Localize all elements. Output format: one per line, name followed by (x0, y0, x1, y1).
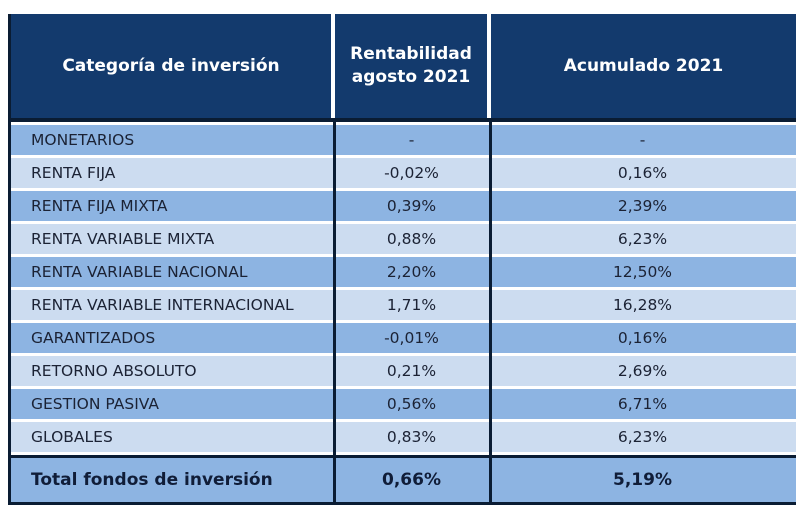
table-row: RENTA VARIABLE NACIONAL 2,20% 12,50% (11, 257, 796, 287)
category-cell: RENTA VARIABLE MIXTA (31, 230, 215, 248)
accumulated-cell: 2,69% (617, 362, 668, 380)
category-cell: GARANTIZADOS (31, 329, 156, 347)
category-cell: RENTA FIJA (31, 164, 116, 182)
category-cell: RETORNO ABSOLUTO (31, 362, 197, 380)
monthly-return-cell: 0,21% (386, 362, 437, 380)
total-row: Total fondos de inversión 0,66% 5,19% (11, 455, 796, 505)
monthly-return-cell: - (408, 131, 415, 149)
category-cell: GLOBALES (31, 428, 113, 446)
table-row: GESTION PASIVA 0,56% 6,71% (11, 389, 796, 419)
accumulated-cell: 16,28% (612, 296, 673, 314)
monthly-return-cell: 1,71% (386, 296, 437, 314)
table-row: MONETARIOS - - (11, 125, 796, 155)
monthly-return-cell: 0,39% (386, 197, 437, 215)
table-row: GARANTIZADOS -0,01% 0,16% (11, 323, 796, 353)
category-cell: RENTA VARIABLE NACIONAL (31, 263, 248, 281)
monthly-return-cell: 0,56% (386, 395, 437, 413)
monthly-return-cell: -0,01% (384, 329, 439, 347)
table-row: RENTA VARIABLE MIXTA 0,88% 6,23% (11, 224, 796, 254)
accumulated-cell: 12,50% (612, 263, 673, 281)
total-label: Total fondos de inversión (31, 470, 273, 490)
category-cell: GESTION PASIVA (31, 395, 159, 413)
header-divider (11, 118, 796, 122)
column-divider (333, 122, 336, 505)
accumulated-cell: 6,23% (617, 230, 668, 248)
accumulated-cell: 2,39% (617, 197, 668, 215)
table-row: RENTA FIJA -0,02% 0,16% (11, 158, 796, 188)
accumulated-cell: 0,16% (617, 164, 668, 182)
accumulated-cell: 6,23% (617, 428, 668, 446)
monthly-return-cell: 2,20% (386, 263, 437, 281)
category-cell: RENTA FIJA MIXTA (31, 197, 168, 215)
accumulated-cell: - (639, 131, 646, 149)
investment-returns-table: Categoría de inversión Rentabilidad agos… (8, 14, 796, 505)
table-row: RENTA VARIABLE INTERNACIONAL 1,71% 16,28… (11, 290, 796, 320)
table-row: RENTA FIJA MIXTA 0,39% 2,39% (11, 191, 796, 221)
table-body: MONETARIOS - - RENTA FIJA -0,02% 0,16% R… (11, 122, 796, 452)
table-body-area: MONETARIOS - - RENTA FIJA -0,02% 0,16% R… (11, 122, 796, 505)
accumulated-cell: 6,71% (617, 395, 668, 413)
header-gap (331, 14, 335, 118)
column-header-monthly-return: Rentabilidad agosto 2021 (335, 14, 487, 118)
category-cell: MONETARIOS (31, 131, 135, 149)
header-row: Categoría de inversión Rentabilidad agos… (11, 14, 796, 118)
table-row: RETORNO ABSOLUTO 0,21% 2,69% (11, 356, 796, 386)
column-divider (489, 122, 492, 505)
table-row: GLOBALES 0,83% 6,23% (11, 422, 796, 452)
column-header-accumulated: Acumulado 2021 (491, 14, 796, 118)
monthly-return-cell: -0,02% (384, 164, 439, 182)
accumulated-cell: 0,16% (617, 329, 668, 347)
monthly-return-cell: 0,83% (386, 428, 437, 446)
header-gap (487, 14, 491, 118)
category-cell: RENTA VARIABLE INTERNACIONAL (31, 296, 294, 314)
total-monthly-return-value: 0,66% (382, 470, 441, 490)
column-header-category: Categoría de inversión (11, 14, 331, 118)
total-accumulated-value: 5,19% (613, 470, 672, 490)
monthly-return-cell: 0,88% (386, 230, 437, 248)
